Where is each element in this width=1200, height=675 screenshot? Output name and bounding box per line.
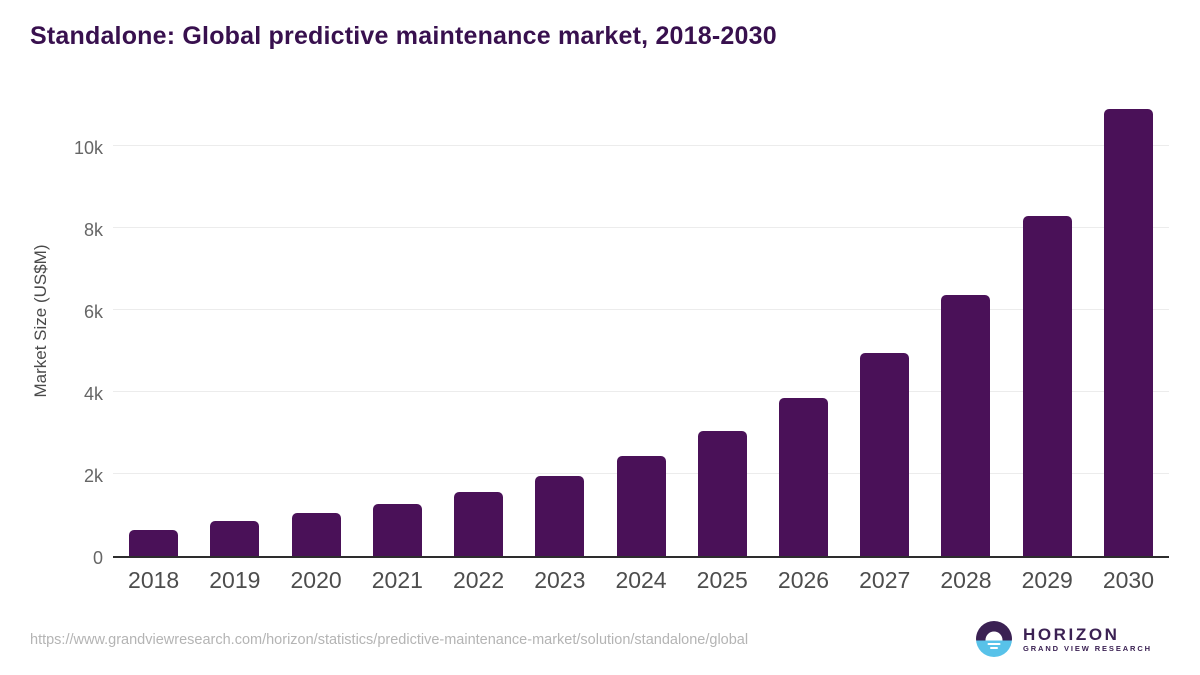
bar-2030[interactable] [1103, 109, 1153, 556]
sun-icon [985, 631, 1003, 641]
bar-band-2019 [194, 85, 275, 556]
x-tick-label-2018: 2018 [128, 567, 180, 593]
x-tick-label-2022: 2022 [452, 567, 505, 593]
x-tick-label-2028: 2028 [940, 567, 992, 593]
y-tick-label-4k: 4k [83, 384, 103, 404]
x-tick-label-2024: 2024 [615, 567, 667, 593]
x-tick-label-2027: 2027 [859, 567, 911, 593]
bar-2026[interactable] [778, 398, 828, 556]
bar-2020[interactable] [291, 513, 341, 556]
bar-2025[interactable] [697, 430, 747, 556]
bar-2024[interactable] [616, 456, 666, 556]
y-tick-label-0: 0 [92, 548, 103, 568]
bar-band-2022 [438, 85, 519, 556]
bar-band-2025 [682, 85, 763, 556]
water-ripple-icon [987, 642, 1001, 646]
x-tick-label-2023: 2023 [534, 567, 586, 593]
bar-band-2024 [600, 85, 681, 556]
x-tick-label-2029: 2029 [1021, 567, 1073, 593]
bar-band-2026 [763, 85, 844, 556]
source-url: https://www.grandviewresearch.com/horizo… [30, 632, 749, 648]
bar-2028[interactable] [941, 295, 991, 556]
bar-2022[interactable] [454, 491, 504, 556]
bar-band-2018 [113, 85, 194, 556]
bar-band-2030 [1088, 85, 1169, 556]
x-tick-label-2026: 2026 [777, 567, 830, 593]
bar-band-2021 [357, 85, 438, 556]
y-tick-label-10k: 10k [73, 138, 103, 158]
y-tick-label-2k: 2k [83, 466, 103, 486]
gridline-6k [113, 309, 1169, 310]
x-axis-labels: 2018 2019 2020 2021 2022 2023 2024 2025 2026 2027… [113, 567, 1169, 594]
y-tick-label-6k: 6k [83, 302, 103, 322]
horizon-sunset-icon [975, 621, 1012, 657]
gridline-10k [113, 145, 1169, 146]
chart-title: Standalone: Global predictive maintenanc… [30, 22, 777, 50]
logo-name: HORIZON [1022, 624, 1120, 644]
x-tick-label-2019: 2019 [209, 567, 261, 593]
logo-text: HORIZON GRAND VIEW RESEARCH [1023, 626, 1152, 653]
x-tick-label-2020: 2020 [290, 567, 342, 593]
bar-band-2020 [275, 85, 356, 556]
gridline-4k [113, 391, 1169, 392]
horizon-logo[interactable]: HORIZON GRAND VIEW RESEARCH [975, 621, 1152, 657]
gridline-8k [113, 227, 1169, 228]
bar-band-2029 [1007, 85, 1088, 556]
water-ripple-icon [989, 646, 998, 649]
plot-area [113, 85, 1169, 558]
bar-2019[interactable] [210, 520, 260, 556]
x-tick-label-2021: 2021 [371, 567, 423, 593]
y-tick-label-8k: 8k [83, 220, 103, 240]
bars [113, 85, 1169, 556]
x-tick-label-2030: 2030 [1102, 567, 1155, 593]
logo-subtitle: GRAND VIEW RESEARCH [1022, 643, 1152, 653]
bar-band-2023 [519, 85, 600, 556]
bar-2027[interactable] [860, 353, 910, 556]
bar-band-2027 [844, 85, 925, 556]
x-tick-label-2025: 2025 [696, 567, 748, 593]
bar-band-2028 [925, 85, 1006, 556]
bar-2018[interactable] [129, 529, 179, 556]
bar-2023[interactable] [535, 476, 585, 556]
bar-2029[interactable] [1022, 215, 1072, 556]
bar-2021[interactable] [372, 504, 422, 556]
